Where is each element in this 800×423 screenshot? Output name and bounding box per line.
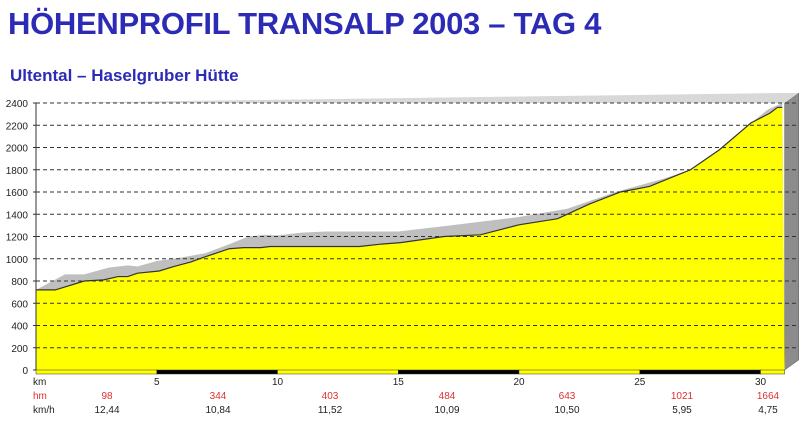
- y-tick-label: 1400: [6, 210, 29, 221]
- y-tick-label: 1600: [6, 188, 29, 199]
- segment-hm-value: 98: [101, 391, 113, 402]
- x-tick-label: 10: [272, 377, 284, 388]
- segment-speed-value: 5,95: [672, 405, 692, 416]
- segment-hm-value: 484: [439, 391, 456, 402]
- x-tick-label: 30: [755, 377, 767, 388]
- segment-hm-value: 403: [322, 391, 339, 402]
- segment-bar: [518, 369, 640, 375]
- profile-line: [36, 106, 783, 291]
- y-tick-label: 200: [11, 344, 28, 355]
- segment-hm-value: 1021: [671, 391, 694, 402]
- y-tick-label: 400: [11, 322, 28, 333]
- segment-speed-value: 10,09: [434, 405, 459, 416]
- segment-speed-value: 10,50: [554, 405, 579, 416]
- x-tick-label: 25: [634, 377, 646, 388]
- y-tick-label: 2200: [6, 121, 29, 132]
- segment-speed-value: 4,75: [758, 405, 778, 416]
- segment-speed-value: 12,44: [94, 405, 119, 416]
- chart-side-face: [784, 92, 799, 371]
- y-tick-label: 600: [11, 299, 28, 310]
- row-label-km: km: [33, 377, 46, 388]
- x-tick-label: 5: [154, 377, 160, 388]
- x-tick-label: 20: [513, 377, 525, 388]
- row-label-kmh: km/h: [33, 405, 55, 416]
- y-tick-label: 0: [22, 366, 28, 377]
- y-tick-label: 2400: [6, 99, 29, 110]
- row-label-hm: hm: [33, 391, 47, 402]
- segment-hm-value: 344: [210, 391, 227, 402]
- chart-subtitle: Ultental – Haselgruber Hütte: [10, 66, 239, 85]
- y-tick-label: 1000: [6, 255, 29, 266]
- y-tick-label: 2000: [6, 144, 29, 155]
- segment-bar: [156, 369, 278, 375]
- segment-bar: [639, 369, 761, 375]
- y-tick-label: 1800: [6, 166, 29, 177]
- segment-bar: [277, 369, 399, 375]
- x-tick-label: 15: [393, 377, 405, 388]
- segment-hm-value: 1664: [757, 391, 780, 402]
- segment-bar: [35, 369, 157, 375]
- chart-title: HÖHENPROFIL TRANSALP 2003 – TAG 4: [8, 6, 602, 41]
- segment-bar: [760, 369, 785, 375]
- segment-hm-value: 643: [559, 391, 576, 402]
- segment-speed-value: 11,52: [318, 405, 343, 416]
- area-profile: [36, 107, 785, 370]
- y-tick-label: 800: [11, 277, 28, 288]
- chart-top-face: [36, 93, 799, 103]
- segment-speed-value: 10,84: [205, 405, 230, 416]
- y-tick-label: 1200: [6, 233, 29, 244]
- segment-bar: [398, 369, 520, 375]
